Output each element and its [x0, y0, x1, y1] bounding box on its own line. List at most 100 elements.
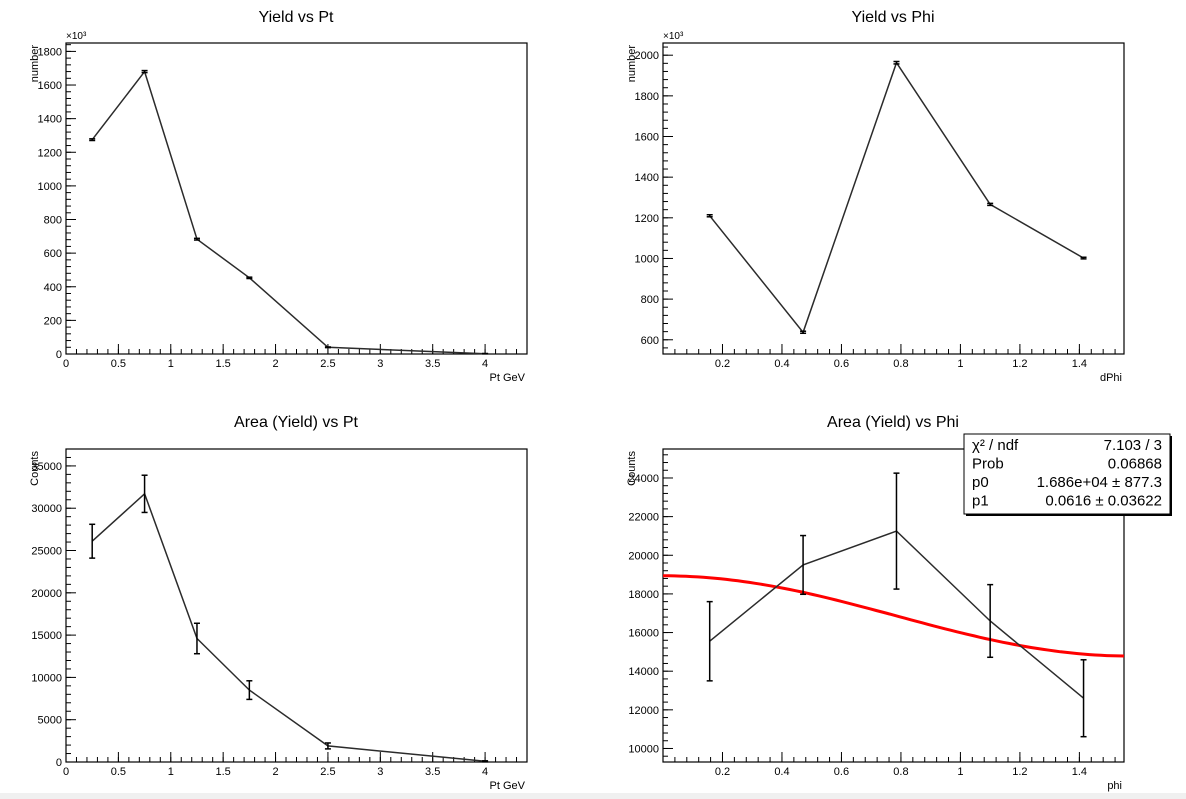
data-point [141, 69, 148, 74]
y-tick-label: 1400 [38, 114, 62, 126]
plot-frame [65, 448, 528, 763]
data-point [893, 60, 900, 65]
y-tick-label: 1600 [38, 80, 62, 92]
data-point [987, 583, 994, 659]
x-tick-label: 2.5 [320, 358, 335, 370]
plot-frame [662, 448, 1125, 763]
x-tick-label: 3 [377, 358, 383, 370]
x-tick-label: 0.2 [715, 358, 730, 370]
data-point [482, 760, 489, 763]
y-tick-label: 0 [56, 349, 62, 361]
y-tick-label: 600 [44, 248, 62, 260]
y-tick-label: 1600 [635, 132, 659, 144]
x-tick-label: 0 [63, 358, 69, 370]
y-tick-label: 1200 [38, 147, 62, 159]
stats-box-frame [963, 433, 1171, 515]
data-point [193, 237, 200, 241]
y-tick-label: 400 [44, 282, 62, 294]
x-tick-label: 2 [272, 358, 278, 370]
data-point [987, 202, 994, 207]
y-axis-multiplier: ×10³ [66, 31, 87, 42]
x-tick-label: 0.8 [893, 766, 908, 778]
y-tick-label: 1800 [635, 91, 659, 103]
y-tick-label: 15000 [31, 630, 62, 642]
x-tick-label: 3 [377, 766, 383, 778]
y-tick-label: 1800 [38, 46, 62, 58]
stats-row-label: p1 [972, 493, 989, 510]
stats-row-value: 0.0616 ± 0.03622 [1045, 493, 1162, 510]
data-series-line [91, 492, 486, 763]
x-tick-label: 4 [482, 358, 488, 370]
data-point [324, 742, 331, 750]
x-tick-label: 4 [482, 766, 488, 778]
stats-row-label: χ² / ndf [972, 437, 1019, 454]
y-tick-label: 2000 [635, 50, 659, 62]
data-point [1080, 659, 1087, 738]
x-tick-label: 1 [957, 766, 963, 778]
y-tick-label: 20000 [31, 588, 62, 600]
data-point [706, 600, 713, 682]
x-tick-label: 1.5 [216, 766, 231, 778]
x-tick-label: 3.5 [425, 358, 440, 370]
x-tick-label: 0.6 [834, 766, 849, 778]
y-tick-label: 12000 [628, 705, 659, 717]
x-tick-label: 2 [272, 766, 278, 778]
data-point [193, 622, 200, 655]
y-tick-label: 18000 [628, 589, 659, 601]
x-tick-label: 1.4 [1072, 766, 1087, 778]
y-tick-label: 14000 [628, 666, 659, 678]
y-tick-label: 0 [56, 757, 62, 769]
data-series-line [91, 69, 486, 355]
chart-title: Area (Yield) vs Phi [827, 414, 959, 431]
chart-panel-4: Area (Yield) vs Phi 0.2 0.4 0.6 0.8 1 1.2 1.4 10… [626, 414, 1172, 792]
plot-frame [65, 42, 528, 355]
x-axis-label: phi [1107, 780, 1122, 792]
data-point [800, 330, 807, 335]
stats-row-value: 7.103 / 3 [1104, 437, 1162, 454]
y-axis-label: number [626, 45, 638, 83]
x-tick-label: 0.5 [111, 766, 126, 778]
x-tick-label: 1.4 [1072, 358, 1087, 370]
chart-panel-1: Yield vs Pt 0 0.5 1 1.5 2 2.5 3 3.5 4 0 200 400 600 80… [29, 9, 528, 384]
x-tick-label: 2.5 [320, 766, 335, 778]
window-bottom-strip [0, 793, 1186, 799]
x-tick-label: 1.5 [216, 358, 231, 370]
x-tick-label: 1.2 [1012, 358, 1027, 370]
chart-panel-2: Yield vs Phi 0.2 0.4 0.6 0.8 1 1.2 1.4 600 800 100… [626, 9, 1125, 384]
y-tick-label: 1400 [635, 172, 659, 184]
data-point [324, 346, 331, 349]
data-point [893, 472, 900, 590]
y-tick-label: 20000 [628, 550, 659, 562]
data-point [246, 276, 253, 280]
y-tick-label: 800 [44, 215, 62, 227]
y-tick-label: 600 [641, 335, 659, 347]
plot-frame [662, 42, 1125, 355]
y-tick-label: 1000 [635, 253, 659, 265]
x-tick-label: 0.4 [774, 766, 789, 778]
y-axis-label: number [29, 45, 41, 83]
fit-stats-box: χ² / ndf 7.103 / 3 Prob 0.06868 p0 1.686e+04 … [963, 433, 1172, 516]
x-tick-label: 1.2 [1012, 766, 1027, 778]
y-tick-label: 24000 [628, 473, 659, 485]
data-point [141, 474, 148, 514]
x-axis-label: Pt GeV [490, 780, 526, 792]
chart-panel-3: Area (Yield) vs Pt 0 0.5 1 1.5 2 2.5 3 3.5 4 0 5000… [29, 414, 528, 792]
y-tick-label: 35000 [31, 461, 62, 473]
x-tick-label: 0.8 [893, 358, 908, 370]
y-axis-multiplier: ×10³ [663, 31, 684, 42]
x-tick-label: 3.5 [425, 766, 440, 778]
fit-curve [663, 574, 1125, 658]
y-tick-label: 10000 [31, 672, 62, 684]
y-tick-label: 5000 [38, 715, 62, 727]
data-point [89, 138, 96, 142]
y-tick-label: 16000 [628, 628, 659, 640]
y-tick-label: 200 [44, 315, 62, 327]
y-tick-label: 22000 [628, 512, 659, 524]
stats-row-label: p0 [972, 474, 989, 491]
chart-title: Yield vs Pt [259, 9, 335, 26]
x-axis-label: dPhi [1100, 372, 1122, 384]
chart-title: Yield vs Phi [852, 9, 935, 26]
data-point [1080, 256, 1087, 260]
x-tick-label: 0.4 [774, 358, 789, 370]
